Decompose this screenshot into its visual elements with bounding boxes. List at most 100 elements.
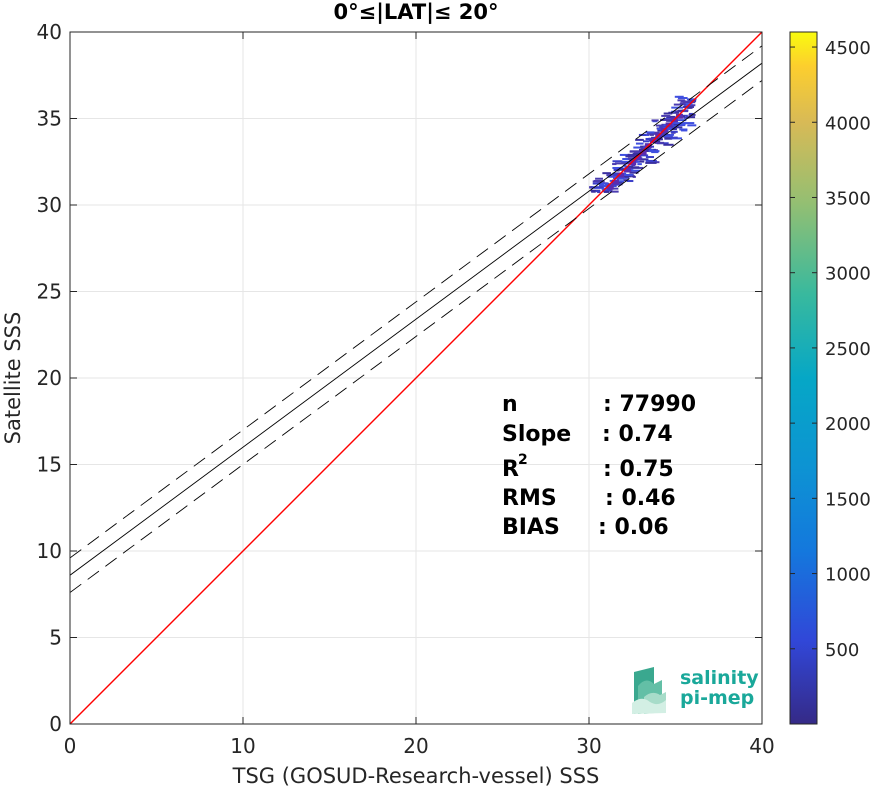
density-fill (617, 168, 629, 171)
density-fill (591, 190, 596, 193)
colorbar (789, 31, 818, 725)
y-tick-label: 0 (49, 712, 62, 736)
density-fill (629, 171, 639, 174)
identity-line (70, 32, 762, 724)
density-fill (622, 158, 631, 161)
stats-box: n : 77990 Slope : 0.74 R 2 : 0.75 RMS : … (502, 392, 696, 540)
plot-border (69, 31, 763, 725)
density-fill (623, 164, 627, 167)
density-fill (592, 182, 600, 185)
density-fill (664, 137, 673, 140)
colorbar-tick-label: 4000 (825, 113, 871, 134)
density-fill (599, 182, 609, 185)
stat-r2-superscript: 2 (518, 452, 528, 468)
density-fill (670, 130, 678, 133)
x-tick-label: 40 (749, 734, 774, 758)
density-fill (619, 153, 630, 156)
stat-bias-label: BIAS (502, 515, 560, 540)
density-fill (612, 172, 621, 175)
x-tick-label: 0 (64, 734, 77, 758)
colorbar-tick-label: 1500 (825, 489, 871, 510)
density-fill (677, 109, 684, 112)
density-fill (628, 166, 640, 169)
density-fill (611, 183, 622, 186)
x-tick-label: 30 (576, 734, 601, 758)
density-fill (677, 97, 688, 100)
stat-rms-label: RMS (502, 486, 557, 511)
density-fill (599, 184, 604, 187)
density-fill (663, 143, 674, 146)
density-fill (654, 141, 665, 144)
density-fill (609, 190, 619, 193)
density-fill (687, 104, 696, 107)
density-fill (672, 123, 679, 126)
density-fill (659, 126, 663, 129)
density-fill (677, 99, 685, 102)
colorbar-tick-label: 3500 (825, 188, 871, 209)
y-tick-label: 5 (49, 626, 62, 650)
density-fill (603, 190, 610, 193)
stat-bias-value: : 0.06 (598, 515, 669, 540)
density-fill (645, 159, 657, 162)
density-fill (686, 116, 696, 119)
density-fill (682, 122, 695, 125)
salinity-pi-mep-logo: salinity pi-mep (632, 667, 759, 714)
density-fill (645, 161, 657, 164)
density-fill (590, 189, 601, 192)
density-fill (625, 155, 637, 158)
stat-r2-label: R (502, 457, 519, 482)
density-fill (674, 95, 684, 98)
density-fill (667, 115, 676, 118)
stat-r2-value: : 0.75 (603, 457, 674, 482)
density-fill (628, 169, 640, 172)
density-fill (602, 172, 611, 175)
density-fill (595, 177, 603, 180)
density-fill (646, 132, 658, 135)
density-fill (687, 124, 697, 127)
x-axis-label: TSG (GOSUD-Research-vessel) SSS (232, 764, 600, 788)
density-fill (639, 154, 649, 157)
logo-mark-icon (632, 667, 666, 714)
density-fill (636, 160, 645, 163)
density-fill (601, 185, 613, 188)
density-fill (620, 173, 633, 176)
stat-n-label: n (502, 392, 518, 417)
chart-title: 0°≤|LAT|≤ 20° (333, 0, 498, 25)
density-fill (631, 175, 635, 178)
density-fill (612, 160, 623, 163)
density-fill (661, 133, 671, 136)
density-fill (626, 180, 634, 183)
density-fill (645, 131, 655, 134)
density-fill (681, 129, 688, 132)
density-fill (682, 100, 695, 103)
colorbar-tick-label: 2500 (825, 339, 871, 360)
density-fill (589, 186, 593, 189)
density-fill (625, 165, 634, 168)
density-cells (589, 95, 697, 194)
density-fill (614, 162, 627, 165)
density-fill (604, 189, 611, 192)
y-tick-label: 40 (37, 20, 62, 44)
density-fill (619, 167, 625, 170)
y-tick-label: 10 (37, 539, 62, 563)
density-cell (634, 155, 642, 161)
colorbar-tick-label: 4500 (825, 38, 871, 59)
density-fill (620, 175, 632, 178)
density-fill (668, 111, 680, 114)
density-fill (672, 128, 677, 131)
density-fill (609, 187, 619, 190)
density-fill (670, 133, 675, 136)
density-cell (617, 172, 625, 178)
density-fill (647, 148, 656, 151)
density-cell (639, 150, 647, 156)
colorbar-ticks: 500 1000 1500 2000 2500 3000 3500 4000 4500 (790, 38, 871, 661)
density-fill (612, 166, 624, 169)
density-fill (674, 119, 687, 122)
density-fill (635, 138, 644, 141)
density-fill (663, 135, 673, 138)
density-fill (670, 136, 678, 139)
density-fill (621, 160, 631, 163)
density-cell (675, 113, 683, 119)
density-fill (655, 124, 663, 127)
